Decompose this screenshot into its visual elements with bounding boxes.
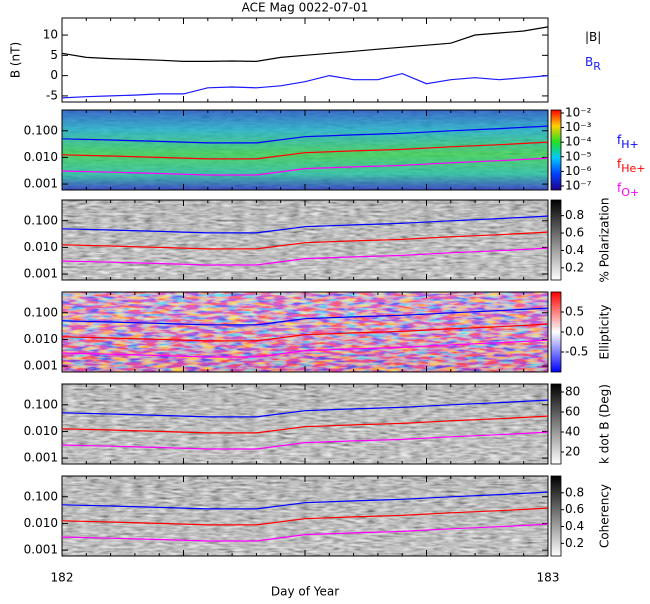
legend-name: |B| (585, 30, 601, 44)
colorbar-tick-label: 0.6 (565, 502, 584, 516)
colorbar-tick-label: 10⁻² (565, 105, 592, 119)
x-tick-label: 182 (51, 571, 74, 585)
colorbar (550, 109, 562, 191)
legend-subscript: R (593, 60, 601, 73)
legend-label: |B| (585, 30, 601, 44)
colorbar-tick-label: 0.6 (565, 226, 584, 240)
y-tick-label: 0.100 (24, 397, 58, 411)
y-tick-label: 0.100 (24, 123, 58, 137)
series-line (61, 431, 549, 450)
y-tick-label: 0.001 (24, 451, 58, 465)
colorbar-tick-label: 0.2 (565, 536, 584, 550)
y-tick-label: 0.010 (24, 150, 58, 164)
y-tick-label: 0.001 (24, 543, 58, 557)
colorbar-tick-label: 40 (565, 425, 580, 439)
colorbar-tick-label: 0.2 (565, 260, 584, 274)
colorbar-tick-label: 60 (565, 405, 580, 419)
colorbar-label: Coherency (598, 484, 612, 548)
legend-name: B (585, 55, 593, 69)
colorbar-tick-label: 10⁻³ (565, 120, 592, 134)
legend-name: f (617, 157, 622, 171)
legend-label: fHe+ (617, 157, 646, 176)
spectrogram-texture (62, 476, 548, 556)
chart-title: ACE Mag 0022-07-01 (242, 1, 369, 15)
series-line (61, 125, 549, 144)
colorbar-tick-label: -0.5 (565, 345, 588, 359)
series-line (61, 507, 549, 526)
spectrogram-texture (62, 200, 548, 280)
series-line (61, 323, 549, 342)
y-tick-label: 0.010 (24, 332, 58, 346)
series-line (61, 215, 549, 234)
colorbar (550, 383, 562, 465)
colorbar-tick-label: 0.8 (565, 208, 584, 222)
legend-label: fH+ (617, 133, 639, 152)
y-tick-label: 0.010 (24, 424, 58, 438)
series-line (61, 157, 549, 176)
y-tick-label: 0.100 (24, 213, 58, 227)
series-line (61, 415, 549, 434)
colorbar-tick-label: 20 (565, 445, 580, 459)
y-tick-label: 0.100 (24, 305, 58, 319)
colorbar (550, 199, 562, 281)
x-axis-label: Day of Year (271, 585, 339, 599)
colorbar-tick-label: 0.5 (565, 305, 584, 319)
colorbar-tick-label: 0.8 (565, 485, 584, 499)
series-line (61, 339, 549, 358)
series-line (61, 231, 549, 250)
colorbar-tick-label: 0.0 (565, 325, 584, 339)
series-line (61, 523, 549, 542)
colorbar-tick-label: 10⁻⁶ (565, 164, 592, 178)
spectrogram-texture (62, 110, 548, 190)
y-axis-label: B (nT) (9, 42, 23, 78)
series-line (61, 141, 549, 160)
y-tick-label: 0.010 (24, 240, 58, 254)
colorbar-tick-label: 80 (565, 385, 580, 399)
y-tick-label: 10 (43, 28, 58, 42)
series-line (61, 26, 549, 63)
colorbar-tick-label: 10⁻⁵ (565, 149, 592, 163)
colorbar (550, 475, 562, 557)
y-tick-label: -5 (46, 88, 58, 102)
legend-subscript: H+ (621, 138, 639, 151)
series-line (61, 307, 549, 326)
legend-label: fO+ (617, 181, 639, 200)
legend-subscript: He+ (621, 162, 645, 175)
series-line (61, 399, 549, 418)
x-tick-label: 183 (537, 571, 560, 585)
series-line (61, 247, 549, 266)
spectrogram-texture (62, 292, 548, 372)
y-tick-label: 0.010 (24, 516, 58, 530)
legend-name: f (617, 181, 622, 195)
y-tick-label: 0.001 (24, 177, 58, 191)
colorbar-tick-label: 10⁻⁴ (565, 135, 592, 149)
legend-label: BR (585, 55, 601, 74)
legend-subscript: O+ (621, 186, 639, 199)
y-tick-label: 0 (50, 68, 58, 82)
colorbar-label: k dot B (Deg) (598, 384, 612, 464)
y-tick-label: 0.100 (24, 489, 58, 503)
colorbar-tick-label: 0.4 (565, 519, 584, 533)
series-line (61, 72, 549, 99)
colorbar-tick-label: 10⁻⁷ (565, 178, 592, 192)
colorbar-label: % Polarization (598, 198, 612, 283)
series-line (61, 491, 549, 510)
colorbar (550, 291, 562, 373)
y-tick-label: 5 (50, 48, 58, 62)
spectrogram-texture (62, 384, 548, 464)
y-tick-label: 0.001 (24, 267, 58, 281)
legend-name: f (617, 133, 622, 147)
colorbar-label: Ellipticity (598, 305, 612, 360)
colorbar-tick-label: 0.4 (565, 243, 584, 257)
y-tick-label: 0.001 (24, 359, 58, 373)
